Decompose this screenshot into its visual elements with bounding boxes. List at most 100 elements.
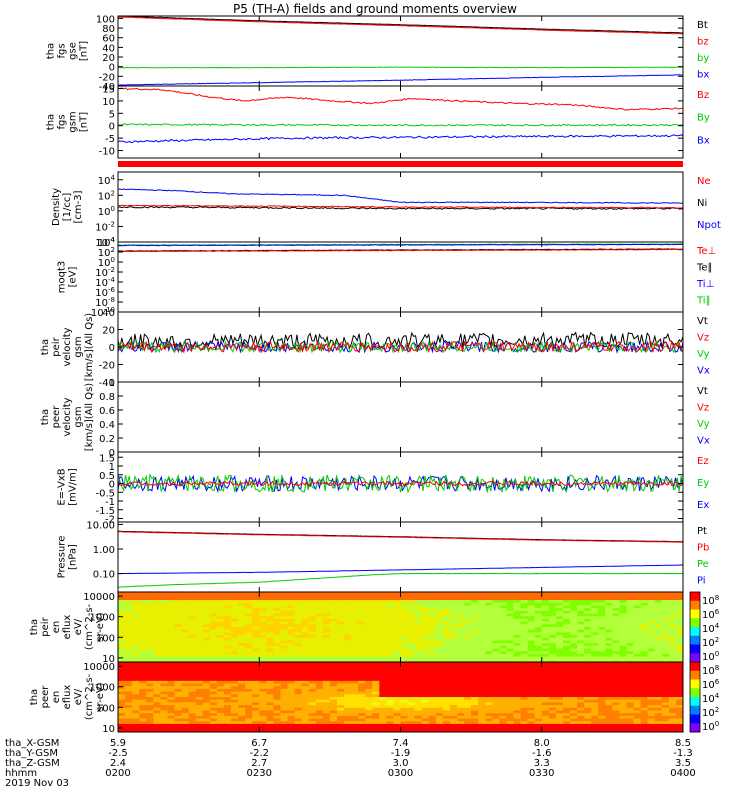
spectrogram-cell [315, 699, 324, 703]
spectrogram-cell [223, 702, 232, 706]
spectrogram-cell [301, 680, 310, 685]
spectrogram-cell [118, 616, 126, 620]
spectrogram-cell [280, 691, 288, 695]
spectrogram-cell [118, 643, 126, 647]
spectrogram-cell [252, 715, 260, 720]
spectrogram-cell [315, 624, 324, 628]
spectrogram-cell [464, 723, 472, 728]
spectrogram-cell [668, 600, 677, 604]
spectrogram-cell [647, 694, 656, 698]
spectrogram-cell [351, 718, 359, 722]
spectrogram-cell [400, 688, 409, 693]
spectrogram-cell [174, 723, 183, 728]
spectrogram-cell [654, 651, 663, 655]
spectrogram-cell [132, 675, 140, 679]
spectrogram-cell [132, 678, 140, 682]
spectrogram-cell [167, 608, 175, 612]
spectrogram-cell [478, 602, 486, 606]
y-axis-label: [nPa] [68, 544, 79, 570]
spectrogram-cell [287, 699, 296, 703]
spectrogram-cell [209, 670, 218, 674]
spectrogram-cell [562, 594, 571, 598]
spectrogram-cell [647, 729, 656, 733]
spectrogram-cell [668, 680, 677, 685]
spectrogram-cell [478, 635, 486, 639]
spectrogram-cell [619, 653, 627, 658]
spectrogram-cell [252, 707, 260, 711]
spectrogram-cell [322, 691, 331, 695]
spectrogram-cell [322, 688, 331, 693]
spectrogram-cell [577, 675, 585, 679]
spectrogram-cell [626, 662, 635, 666]
spectrogram-cell [202, 710, 211, 714]
spectrogram-cell [308, 702, 317, 706]
spectrogram-cell [400, 602, 409, 606]
spectrogram-cell [223, 699, 232, 703]
spectrogram-cell [308, 616, 317, 620]
spectrogram-cell [499, 672, 507, 676]
spectrogram-cell [174, 635, 183, 639]
spectrogram-cell [506, 688, 514, 693]
spectrogram-cell [668, 707, 677, 711]
spectrogram-cell [153, 721, 161, 725]
spectrogram-cell [118, 672, 126, 676]
spectrogram-cell [513, 632, 522, 636]
spectrogram-cell [153, 683, 161, 687]
spectrogram-cell [245, 729, 253, 733]
spectrogram-cell [358, 627, 366, 631]
spectrogram-cell [153, 675, 161, 679]
spectrogram-cell [174, 592, 183, 596]
spectrogram-cell [181, 651, 190, 655]
spectrogram-cell [315, 680, 324, 685]
spectrogram-cell [301, 707, 310, 711]
spectrogram-cell [386, 635, 394, 639]
spectrogram-cell [273, 697, 281, 701]
spectrogram-cell [407, 699, 416, 703]
spectrogram-cell [492, 664, 500, 668]
spectrogram-cell [668, 713, 677, 717]
spectrogram-cell [626, 624, 635, 628]
spectrogram-cell [280, 600, 288, 604]
spectrogram-cell [393, 643, 401, 647]
spectrogram-cell [428, 729, 437, 733]
y-axis-label: Density [51, 188, 62, 226]
colorbar-tick-label: 106 [702, 608, 720, 621]
spectrogram-cell [449, 645, 458, 650]
spectrogram-cell [464, 664, 472, 668]
spectrogram-cell [139, 627, 147, 631]
spectrogram-cell [329, 610, 338, 615]
spectrogram-cell [478, 656, 486, 660]
spectrogram-cell [118, 715, 126, 720]
spectrogram-cell [118, 729, 126, 733]
spectrogram-cell [174, 613, 183, 617]
spectrogram-cell [400, 675, 409, 679]
spectrogram-cell [633, 627, 642, 631]
spectrogram-cell [322, 605, 331, 609]
spectrogram-cell [555, 680, 564, 685]
spectrogram-cell [216, 726, 225, 730]
spectrogram-cell [605, 721, 613, 725]
spectrogram-cell [612, 600, 620, 604]
spectrogram-cell [322, 699, 331, 703]
spectrogram-cell [146, 600, 154, 604]
spectrogram-cell [435, 659, 444, 663]
spectrogram-cell [336, 715, 345, 720]
spectrogram-cell [400, 627, 409, 631]
spectrogram-cell [301, 683, 310, 687]
spectrogram-cell [365, 653, 373, 658]
spectrogram-cell [365, 610, 373, 615]
spectrogram-cell [647, 672, 656, 676]
spectrogram-cell [393, 645, 401, 650]
spectrogram-cell [252, 672, 260, 676]
spectrogram-cell [598, 670, 606, 674]
spectrogram-cell [351, 600, 359, 604]
spectrogram-cell [499, 702, 507, 706]
spectrogram-cell [562, 664, 571, 668]
spectrogram-cell [654, 675, 663, 679]
spectrogram-cell [315, 632, 324, 636]
spectrogram-cell [612, 610, 620, 615]
spectrogram-cell [344, 702, 352, 706]
spectrogram-cell [640, 675, 649, 679]
spectrogram-cell [252, 616, 260, 620]
spectrogram-cell [612, 651, 620, 655]
